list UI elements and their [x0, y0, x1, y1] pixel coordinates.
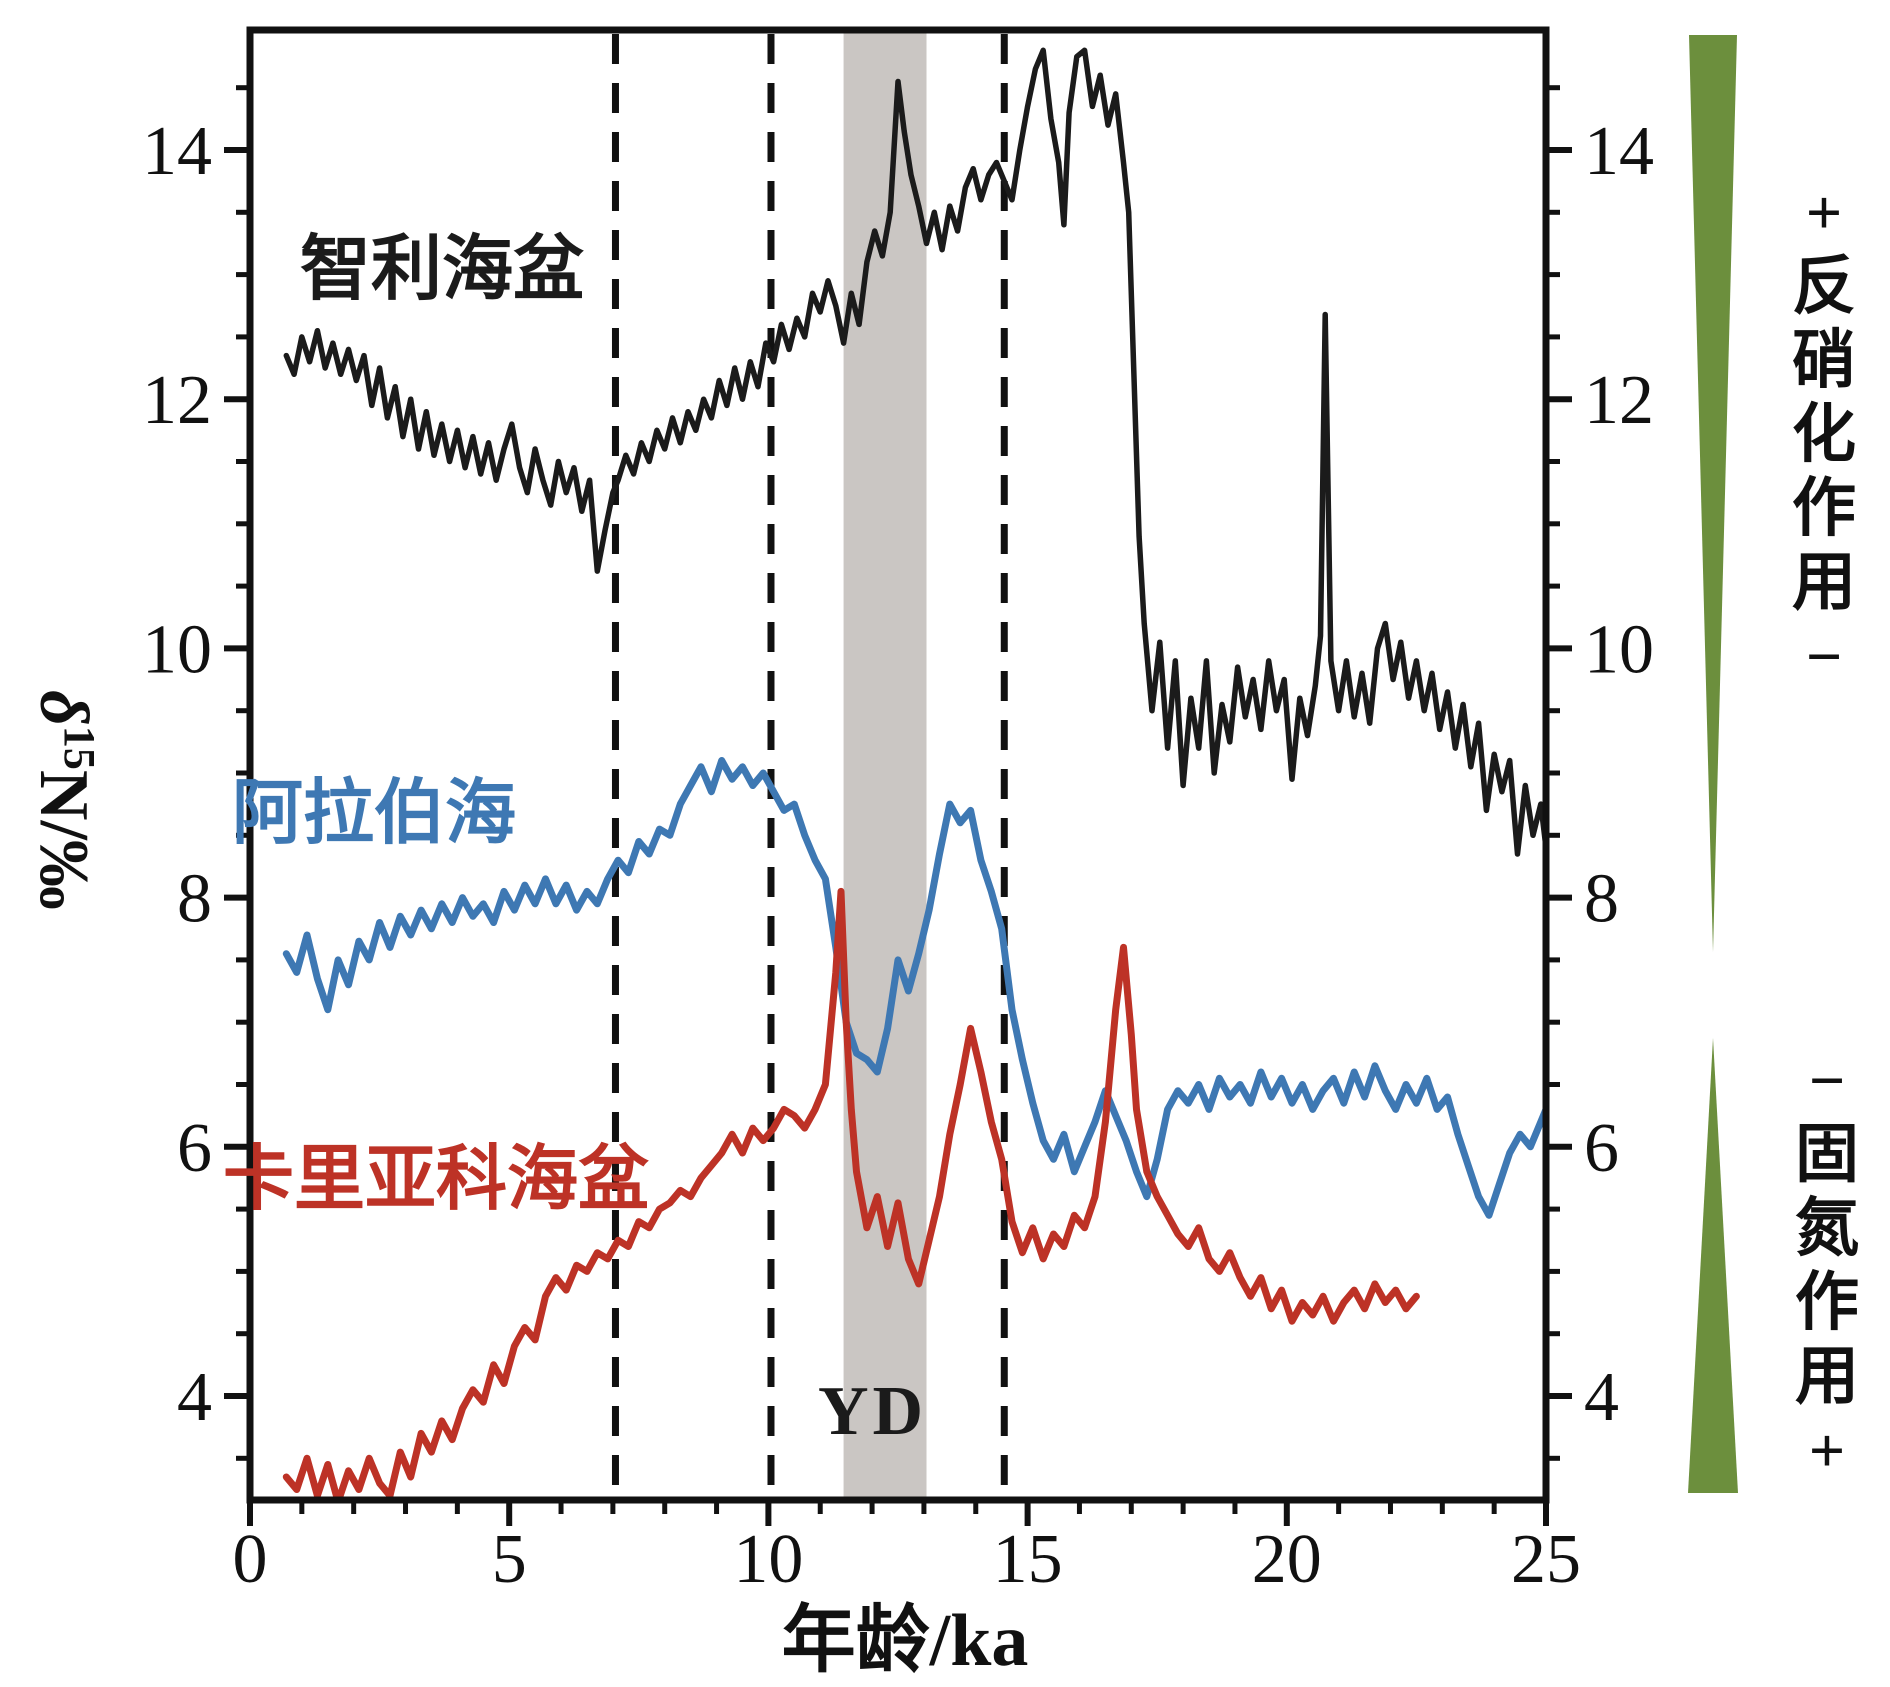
y-tick-label-left: 6	[177, 1110, 212, 1187]
series-line-2	[282, 757, 1543, 1219]
y-tick-label-right: 14	[1584, 113, 1654, 190]
y-tick-label-right: 4	[1584, 1359, 1619, 1436]
y-tick-label-right: 8	[1584, 861, 1619, 938]
x-tick-label: 5	[492, 1521, 527, 1598]
vertical-label-char: 作	[1795, 1267, 1859, 1338]
vertical-label-char: 化	[1792, 399, 1856, 470]
younger-dryas-label: YD	[818, 1373, 928, 1450]
series-line-1	[283, 47, 1543, 857]
x-axis-title: 年龄/ka	[781, 1600, 1029, 1682]
y-tick-label-left: 12	[142, 362, 212, 439]
denitrification-wedge-icon	[1689, 35, 1737, 952]
x-tick-label: 20	[1252, 1521, 1322, 1598]
y-tick-label-right: 10	[1584, 611, 1654, 688]
delta-symbol: δ	[24, 690, 102, 726]
isotope-superscript: 15	[55, 725, 105, 770]
x-tick-label: 0	[233, 1521, 268, 1598]
vertical-label-char: +	[1805, 177, 1843, 248]
x-tick-label: 25	[1511, 1521, 1581, 1598]
y-tick-label-right: 6	[1584, 1110, 1619, 1187]
y-tick-label-right: 12	[1584, 362, 1654, 439]
vertical-label-char: 固	[1795, 1119, 1859, 1190]
vertical-label-char: +	[1808, 1415, 1846, 1486]
series-line-3	[282, 887, 1420, 1497]
y-tick-label-left: 8	[177, 861, 212, 938]
vertical-label-char: 作	[1792, 473, 1856, 544]
nitrogen-fixation-wedge-icon	[1688, 1038, 1738, 1493]
denitrification-gradient-label: + 反硝化作用 −	[1788, 176, 1860, 694]
y-axis-unit: N/‰	[24, 769, 102, 910]
y-tick-label-left: 10	[142, 611, 212, 688]
nitrogen-fixation-gradient-label: − 固氮作用 +	[1791, 1044, 1863, 1488]
plot-border	[246, 26, 1550, 1504]
series-label-chile-basin: 智利海盆	[300, 231, 585, 309]
vertical-label-char: 反	[1792, 251, 1856, 322]
y-tick-label-left: 14	[142, 113, 212, 190]
yd-band	[843, 33, 927, 1497]
vertical-label-char: 硝	[1792, 325, 1856, 396]
y-axis-title: δ15N/‰	[23, 690, 105, 910]
series-label-arabian-sea: 阿拉伯海	[232, 775, 517, 853]
x-tick-label: 10	[733, 1521, 803, 1598]
vertical-label-char: 用	[1795, 1341, 1859, 1412]
series-label-cariaco-basin: 卡里亚科海盆	[223, 1141, 650, 1219]
vertical-label-char: −	[1808, 1045, 1846, 1116]
x-tick-label: 15	[993, 1521, 1063, 1598]
vertical-label-char: 用	[1792, 547, 1856, 618]
vertical-label-char: 氮	[1795, 1193, 1859, 1264]
vertical-label-char: −	[1805, 621, 1843, 692]
y-tick-label-left: 4	[177, 1359, 212, 1436]
